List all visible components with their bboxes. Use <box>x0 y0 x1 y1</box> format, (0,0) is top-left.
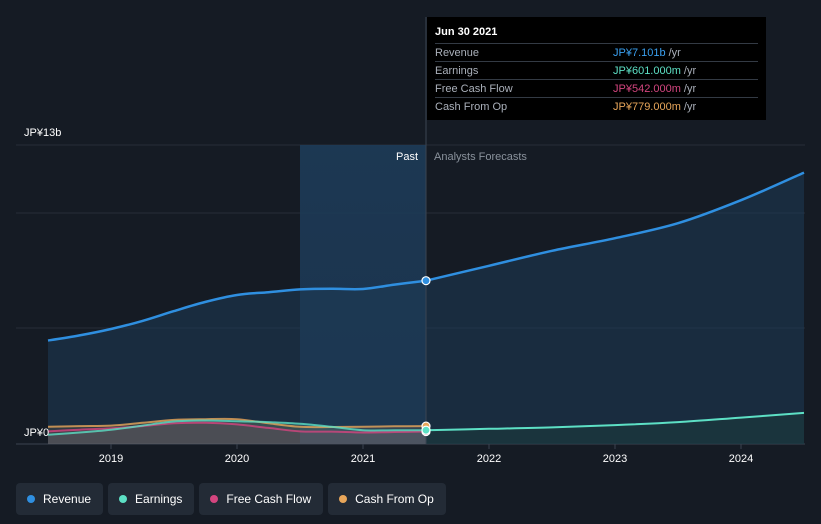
y-axis-min-label: JP¥0 <box>24 427 49 439</box>
legend-dot-icon <box>339 495 348 503</box>
tooltip-date: Jun 30 2021 <box>435 26 498 38</box>
y-axis-max-label: JP¥13b <box>24 127 61 139</box>
tooltip-label: Earnings <box>435 64 479 77</box>
tooltip-value: JP¥7.101b <box>613 46 666 59</box>
forecast-label: Analysts Forecasts <box>434 151 527 163</box>
tooltip-label: Revenue <box>435 46 480 59</box>
legend-label: Earnings <box>135 492 183 506</box>
legend-dot-icon <box>119 495 128 503</box>
legend: Revenue Earnings Free Cash Flow Cash Fro… <box>16 483 446 515</box>
tooltip-row-revenue: Revenue JP¥7.101b /yr <box>435 43 758 61</box>
tooltip-unit: /yr <box>683 100 697 113</box>
tooltip-unit: /yr <box>683 82 697 95</box>
legend-dot-icon <box>27 495 35 503</box>
tooltip-value: JP¥601.000m <box>613 64 681 77</box>
marker-layer <box>421 276 431 437</box>
cash-from-op-line <box>47 417 427 429</box>
x-tick-label: 2019 <box>99 453 123 465</box>
legend-label: Cash From Op <box>355 492 434 506</box>
legend-item-free-cash-flow[interactable]: Free Cash Flow <box>199 483 324 515</box>
revenue-marker <box>421 276 431 286</box>
x-tick-label: 2024 <box>729 453 753 465</box>
x-tick-label: 2022 <box>477 453 501 465</box>
tooltip-row-free-cash-flow: Free Cash Flow JP¥542.000m /yr <box>435 79 758 97</box>
revenue-line <box>47 279 427 342</box>
tooltip-row-earnings: Earnings JP¥601.000m /yr <box>435 61 758 79</box>
earnings-marker <box>421 425 431 435</box>
legend-item-revenue[interactable]: Revenue <box>16 483 104 515</box>
earnings-line <box>47 419 426 436</box>
tooltip-unit: /yr <box>668 46 681 59</box>
legend-dot-icon <box>210 495 219 503</box>
x-axis-ticks: 2019 2020 2021 2022 2023 2024 <box>99 444 753 465</box>
legend-item-cash-from-op[interactable]: Cash From Op <box>328 483 446 515</box>
tooltip-label: Cash From Op <box>435 100 508 113</box>
legend-label: Revenue <box>43 492 92 506</box>
free-cash-flow-area <box>48 422 426 444</box>
free-cash-flow-line <box>47 421 427 434</box>
tooltip-row-cash-from-op: Cash From Op JP¥779.000m /yr <box>435 97 758 115</box>
tooltip-unit: /yr <box>683 64 697 77</box>
x-tick-label: 2021 <box>351 453 375 465</box>
x-tick-label: 2023 <box>603 453 627 465</box>
tooltip-label: Free Cash Flow <box>435 82 513 95</box>
revenue-forecast-line <box>425 171 805 282</box>
legend-label: Free Cash Flow <box>226 492 312 506</box>
x-tick-label: 2020 <box>225 453 249 465</box>
chart: JP¥13b JP¥0 Past Analysts Forecasts 2019… <box>16 17 805 465</box>
legend-item-earnings[interactable]: Earnings <box>108 483 195 515</box>
line-layer <box>47 171 805 436</box>
tooltip: Jun 30 2021 Revenue JP¥7.101b /yr Earnin… <box>427 17 766 120</box>
past-label: Past <box>396 151 418 163</box>
tooltip-value: JP¥542.000m <box>613 82 681 95</box>
tooltip-value: JP¥779.000m <box>613 100 681 113</box>
earnings-forecast-line <box>425 411 805 432</box>
